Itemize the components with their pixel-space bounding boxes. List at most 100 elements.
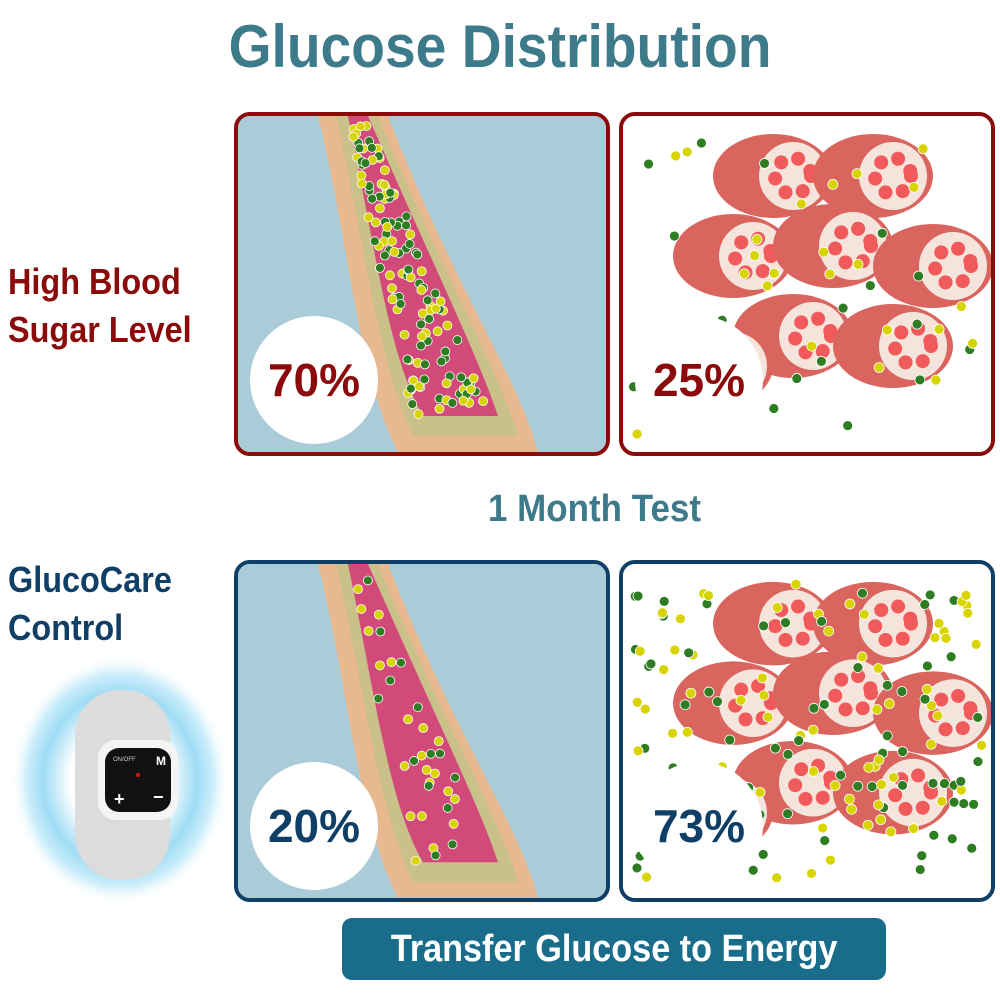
- molecule: [795, 198, 807, 210]
- molecule: [873, 754, 885, 766]
- molecule: [844, 793, 855, 805]
- molecule: [631, 428, 643, 440]
- molecule: [399, 329, 410, 340]
- molecule: [416, 319, 426, 330]
- molecule: [896, 686, 908, 697]
- molecule: [807, 724, 819, 736]
- molecule: [815, 355, 827, 367]
- molecule: [932, 710, 944, 722]
- molecule: [416, 340, 426, 351]
- molecule: [771, 872, 783, 884]
- molecule: [922, 660, 933, 672]
- fiber: [928, 261, 943, 276]
- molecule: [883, 698, 895, 709]
- fiber: [868, 171, 883, 186]
- molecule: [759, 158, 770, 169]
- fiber: [734, 682, 749, 697]
- molecule: [806, 340, 818, 352]
- molecule: [876, 227, 888, 239]
- molecule: [458, 395, 469, 406]
- blood-vessel-illustration: [238, 116, 606, 452]
- fiber: [815, 790, 830, 805]
- molecule: [403, 714, 413, 725]
- molecule: [354, 143, 365, 154]
- fiber: [791, 599, 806, 614]
- molecule: [823, 625, 835, 637]
- molecule: [363, 626, 374, 636]
- molecule: [782, 749, 794, 760]
- molecule: [419, 374, 430, 385]
- fiber: [895, 184, 910, 199]
- molecule: [967, 338, 979, 349]
- molecule: [407, 399, 418, 409]
- fiber: [894, 325, 909, 340]
- fiber: [934, 692, 949, 707]
- molecule: [925, 738, 937, 750]
- molecule: [632, 590, 644, 602]
- molecule: [864, 280, 876, 291]
- molecule: [681, 726, 693, 738]
- molecule: [409, 756, 419, 766]
- fiber: [828, 241, 843, 256]
- molecule: [852, 662, 864, 673]
- molecule: [387, 283, 397, 294]
- molecule: [362, 575, 373, 586]
- molecule: [641, 871, 652, 883]
- fiber: [794, 762, 809, 777]
- molecule: [373, 693, 384, 704]
- molecule: [468, 373, 479, 384]
- molecule: [791, 373, 803, 384]
- molecule: [888, 772, 899, 783]
- molecule: [958, 798, 970, 809]
- molecule: [634, 645, 646, 657]
- molecule: [410, 855, 421, 866]
- molecule: [929, 632, 941, 643]
- molecule: [452, 335, 463, 345]
- molecule: [385, 675, 396, 686]
- fiber: [828, 688, 843, 703]
- molecule: [927, 777, 939, 789]
- molecule: [738, 268, 750, 280]
- molecule: [873, 799, 884, 811]
- molecule: [353, 584, 363, 594]
- molecule: [435, 296, 446, 307]
- molecule: [940, 632, 952, 644]
- molecule: [430, 768, 440, 779]
- molecule: [631, 862, 643, 874]
- molecule: [404, 239, 415, 249]
- molecule: [430, 850, 441, 861]
- molecule: [754, 786, 766, 798]
- molecule: [441, 378, 452, 389]
- molecule: [852, 780, 864, 792]
- fiber: [915, 354, 930, 369]
- fiber: [838, 702, 853, 717]
- molecule: [806, 868, 817, 879]
- panel-vessel-high: 70%: [234, 112, 610, 456]
- molecule: [928, 829, 940, 841]
- molecule: [379, 179, 390, 190]
- molecule: [936, 795, 948, 807]
- molecule: [669, 644, 681, 656]
- molecule: [885, 826, 897, 838]
- fiber: [955, 274, 970, 289]
- molecule: [355, 121, 366, 132]
- molecule: [405, 383, 416, 394]
- molecule: [917, 143, 929, 155]
- molecule: [930, 374, 942, 386]
- molecule: [966, 842, 978, 854]
- molecule: [921, 683, 933, 695]
- molecule: [417, 811, 427, 822]
- molecule: [356, 170, 367, 181]
- molecule: [447, 839, 458, 850]
- molecule: [356, 604, 367, 614]
- molecule: [872, 663, 884, 674]
- molecule: [422, 295, 433, 306]
- molecule: [412, 249, 423, 260]
- molecule: [968, 799, 980, 810]
- fiber: [951, 241, 966, 256]
- molecule: [945, 651, 957, 663]
- molecule: [768, 267, 780, 279]
- fiber: [738, 712, 753, 727]
- molecule: [442, 803, 453, 813]
- molecule: [780, 617, 791, 628]
